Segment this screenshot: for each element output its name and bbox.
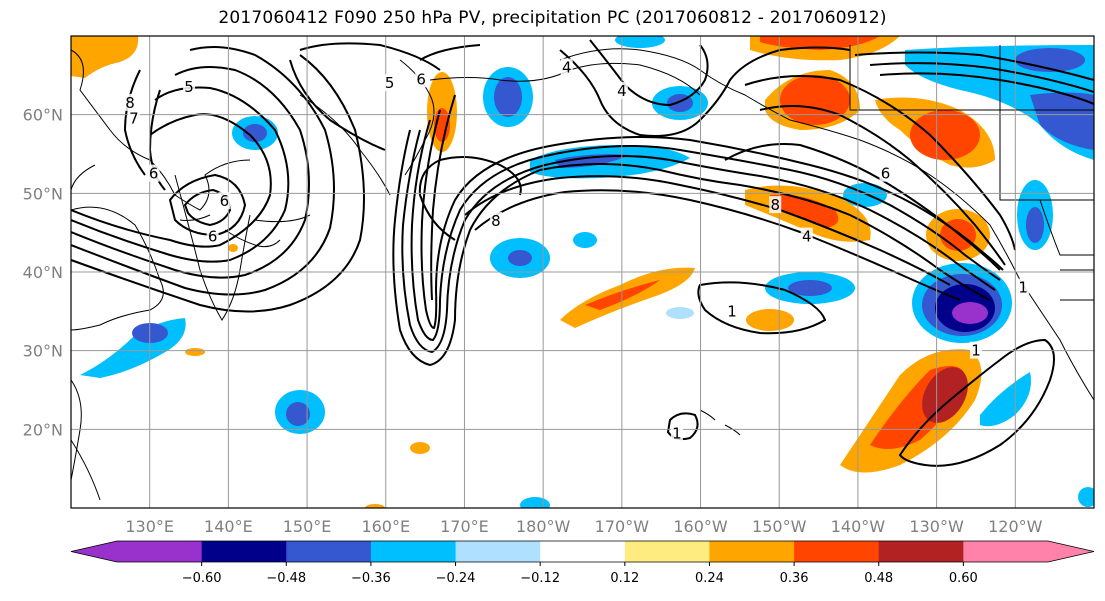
map-frame (70, 35, 1095, 509)
contour-label-bg (615, 82, 628, 100)
longitude-label: 170°E (440, 517, 489, 536)
colorbar-segment (201, 541, 287, 562)
colorbar-over-extend (1048, 541, 1094, 562)
precipitation-shading (71, 36, 1094, 508)
contour-label: 6 (881, 165, 891, 183)
longitude-label: 170°W (595, 517, 650, 536)
colorbar-under-extend (71, 541, 117, 562)
colorbar-segment (370, 541, 457, 562)
contour-label: 4 (617, 82, 627, 100)
colorbar-segment (963, 541, 1049, 562)
longitude-label: 160°E (361, 517, 410, 536)
latitude-labels: 20°N 30°N 40°N 50°N 60°N (23, 106, 63, 440)
longitude-label: 140°E (204, 517, 253, 536)
colorbar-tick-label: −0.12 (520, 571, 560, 586)
contour-label: 1 (1018, 279, 1028, 297)
colorbar-segment (709, 541, 795, 562)
colorbar-outline (70, 540, 1095, 563)
colorbar-segment (540, 541, 626, 562)
longitude-label: 120°W (988, 517, 1043, 536)
colorbar-tick-label: 0.60 (949, 571, 978, 586)
contour-label: 1 (971, 342, 981, 360)
longitude-label: 150°W (752, 517, 807, 536)
contour-label: 6 (416, 70, 426, 88)
contour-label: 5 (385, 74, 395, 92)
colorbar-segment (117, 541, 203, 562)
pv-contours (71, 39, 1094, 467)
contour-label: 4 (802, 228, 812, 246)
contour-label-bg (383, 74, 396, 92)
latitude-label: 60°N (23, 106, 63, 125)
longitude-label: 150°E (283, 517, 332, 536)
contour-label: 1 (727, 302, 737, 320)
graticule (71, 36, 1094, 508)
contour-label-bg (969, 341, 982, 359)
colorbar-tick-label: −0.48 (266, 571, 306, 586)
colorbar-tick-label: −0.36 (351, 571, 391, 586)
contour-label-bg (879, 164, 892, 182)
latitude-label: 20°N (23, 420, 63, 439)
longitude-label: 130°W (909, 517, 964, 536)
contour-label: 6 (208, 228, 218, 246)
colorbar: −0.60 −0.48 −0.36 −0.24 −0.12 0.12 0.24 0.36 0.4… (70, 540, 1095, 586)
contour-label: 6 (220, 192, 230, 210)
longitude-label: 140°W (831, 517, 886, 536)
contour-label: 5 (184, 78, 194, 96)
contour-label-bg (127, 109, 140, 127)
colorbar-segment (624, 541, 710, 562)
longitude-label: 180°W (516, 517, 571, 536)
latitude-label: 30°N (23, 342, 63, 361)
map-title: 2017060412 F090 250 hPa PV, precipitatio… (218, 8, 887, 28)
contour-label-bg (1017, 278, 1030, 296)
contour-label-bg (415, 70, 428, 88)
colorbar-tick-label: 0.12 (610, 571, 639, 586)
contour-label-bg (147, 164, 160, 182)
contour-label: 7 (129, 110, 139, 128)
contour-label: 6 (149, 165, 159, 183)
contour-label-bg (183, 78, 196, 96)
contour-label-bg (726, 302, 739, 320)
latitude-label: 50°N (23, 184, 63, 203)
contour-label: 4 (562, 58, 572, 76)
contour-label-bg (670, 424, 683, 442)
contour-label-bg (769, 196, 782, 214)
colorbar-tick-label: −0.60 (182, 571, 222, 586)
colorbar-tick-label: 0.36 (780, 571, 809, 586)
longitude-label: 130°E (125, 517, 174, 536)
contour-label-bg (206, 227, 219, 245)
colorbar-segment (286, 541, 372, 562)
negative-precip-patches (80, 36, 1094, 508)
longitude-label: 160°W (673, 517, 728, 536)
colorbar-tick-label: 0.48 (864, 571, 893, 586)
colorbar-segment (794, 541, 880, 562)
coastlines (71, 45, 1094, 501)
colorbar-segment (455, 541, 541, 562)
contour-label: 1 (672, 424, 682, 442)
colorbar-tick-label: 0.24 (695, 571, 724, 586)
contour-label-bg (124, 93, 137, 111)
contour-label-bg (218, 192, 231, 210)
latitude-label: 40°N (23, 263, 63, 282)
contour-label: 8 (771, 196, 781, 214)
contour-label-bg (489, 211, 502, 229)
colorbar-tick-label: −0.24 (436, 571, 476, 586)
contour-label: 8 (125, 94, 135, 112)
contour-label-bg (560, 58, 573, 76)
contour-label-bg (800, 227, 813, 245)
longitude-labels: 130°E 140°E 150°E 160°E 170°E 180°W 170°W 160°W… (125, 517, 1042, 536)
colorbar-segment (878, 541, 964, 562)
contour-label: 8 (491, 212, 501, 230)
